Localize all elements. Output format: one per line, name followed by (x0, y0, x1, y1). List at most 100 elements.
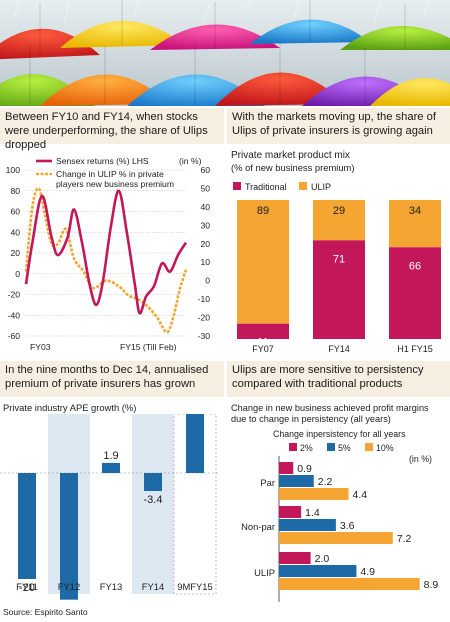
c3-bar (186, 414, 204, 473)
c4-category-label: Non-par (241, 521, 275, 532)
c2-label-ulip: 29 (333, 205, 345, 217)
c1-unit-label: (in %) (179, 156, 202, 166)
c1-x-tick-end: FY15 (Till Feb) (120, 342, 177, 352)
c4-category-label: ULIP (254, 567, 275, 578)
c1-right-tick-label: -20 (198, 313, 211, 323)
c2-legend: Traditional ULIP (233, 182, 331, 192)
source-note: Source: Espirito Santo (3, 607, 88, 617)
c1-left-tick-label: 0 (15, 269, 20, 279)
c4-bar (279, 519, 336, 531)
panel1-heading: Between FY10 and FY14, when stocks were … (0, 108, 224, 151)
panel2-subtitle-line1: Private market product mix (231, 150, 350, 161)
c4-category-label: Par (260, 477, 275, 488)
panel2-subtitle-line2: (% of new business premium) (231, 162, 355, 173)
c1-legend: Sensex returns (%) LHS Change in ULIP % … (36, 156, 202, 189)
panel4-subtitle-line1: Change in new business achieved profit m… (231, 403, 429, 413)
c4-bar (279, 475, 314, 487)
c1-right-tick-label: 0 (205, 276, 210, 286)
c4-value-label: 1.4 (305, 507, 320, 519)
c4-value-label: 7.2 (397, 533, 412, 545)
c4-legend-swatch-10 (365, 443, 373, 451)
c3-shade-column (132, 414, 174, 594)
c1-x-tick-start: FY03 (30, 342, 51, 352)
c2-legend-swatch-traditional (233, 182, 241, 190)
c2-bar-ulip (313, 200, 365, 241)
c4-legend-10pct: 10% (376, 443, 394, 453)
c3-bar (144, 473, 162, 492)
panel4-heading: Ulips are more sensitive to persistency … (227, 361, 450, 397)
c2-label-ulip: 89 (257, 205, 269, 217)
c3-category-label: FY11 (16, 581, 38, 592)
c4-bar (279, 552, 311, 564)
c3-category-label: 9MFY15 (177, 581, 212, 592)
c3-category-label: FY14 (142, 581, 164, 592)
c1-left-tick-label: 40 (10, 227, 20, 237)
c1-right-tick-label: 50 (200, 183, 210, 193)
c2-category-label: FY14 (328, 344, 350, 354)
c2-category-label: FY07 (252, 344, 274, 354)
c1-left-tick-label: 60 (10, 207, 20, 217)
c4-legend-swatch-2 (289, 443, 297, 451)
c1-right-tick-label: -30 (198, 331, 211, 341)
c3-category-label: FY13 (100, 581, 122, 592)
c4-legend-unit: (in %) (409, 454, 432, 464)
c1-right-tick-label: -10 (198, 294, 211, 304)
c4-value-label: 4.4 (353, 489, 368, 501)
c1-left-tick-label: -60 (8, 331, 21, 341)
c4-value-label: 4.9 (360, 566, 375, 578)
c2-bar-traditional (389, 247, 441, 339)
c3-bar (18, 473, 36, 579)
c4-value-label: 3.6 (340, 520, 355, 532)
c2-category-label: H1 FY15 (397, 344, 433, 354)
c4-bar (279, 462, 294, 474)
panel2-heading: With the markets moving up, the share of… (227, 108, 450, 144)
c3-bar (102, 462, 120, 473)
c1-right-tick-label: 40 (200, 202, 210, 212)
c4-legend-swatch-5 (327, 443, 335, 451)
c1-right-tick-label: 30 (200, 220, 210, 230)
c4-bar (279, 506, 302, 518)
c2-legend-ulip: ULIP (311, 182, 331, 192)
panel3-subtitle: Private industry APE growth (%) (3, 402, 137, 413)
c3-highlight-box (173, 414, 217, 595)
c1-series-ulip-line (24, 186, 188, 334)
c1-left-tick-label: -20 (8, 290, 21, 300)
c4-value-label: 2.0 (315, 553, 330, 565)
c3-bar (60, 473, 78, 600)
c4-value-label: 2.2 (318, 476, 333, 488)
c1-left-tick-label: 100 (6, 165, 21, 175)
c4-value-label: 8.9 (424, 579, 439, 591)
c4-legend-title: Change inpersistency for all years (273, 429, 406, 439)
c1-right-tick-label: 60 (200, 165, 210, 175)
panel3-heading: In the nine months to Dec 14, annualised… (0, 361, 224, 397)
c2-label-ulip: 34 (409, 205, 421, 217)
c4-bar (279, 578, 420, 590)
c1-series-sensex-line (24, 189, 188, 315)
c2-label-traditional: 66 (409, 260, 421, 272)
c2-bar-traditional (313, 240, 365, 339)
c2-bar-traditional (237, 323, 289, 339)
c4-value-label: 0.9 (297, 463, 312, 475)
c3-category-label: FY12 (58, 581, 80, 592)
c1-right-tick-label: 20 (200, 239, 210, 249)
c3-value-label: -20 (19, 582, 35, 594)
c4-bar (279, 488, 349, 500)
c4-bar (279, 532, 393, 544)
c3-value-label: -3.4 (144, 494, 163, 506)
c1-legend-ulip-line2: players new business premium (56, 179, 174, 189)
c3-value-label: -23.9 (56, 603, 81, 604)
c1-left-tick-label: -40 (8, 310, 21, 320)
c1-legend-ulip-line1: Change in ULIP % in private (56, 169, 164, 179)
c1-right-tick-label: 10 (200, 257, 210, 267)
c2-label-traditional: 71 (333, 253, 345, 265)
c2-legend-swatch-ulip (299, 182, 307, 190)
c4-legend: Change inpersistency for all years 2% 5%… (273, 429, 432, 464)
panel4-subtitle-line2: due to change in persistency (all years) (231, 414, 391, 424)
c1-legend-sensex: Sensex returns (%) LHS (56, 156, 149, 166)
c2-label-traditional: 11 (257, 337, 268, 349)
c4-bar (279, 565, 357, 577)
umbrella-banner-image (0, 0, 450, 106)
